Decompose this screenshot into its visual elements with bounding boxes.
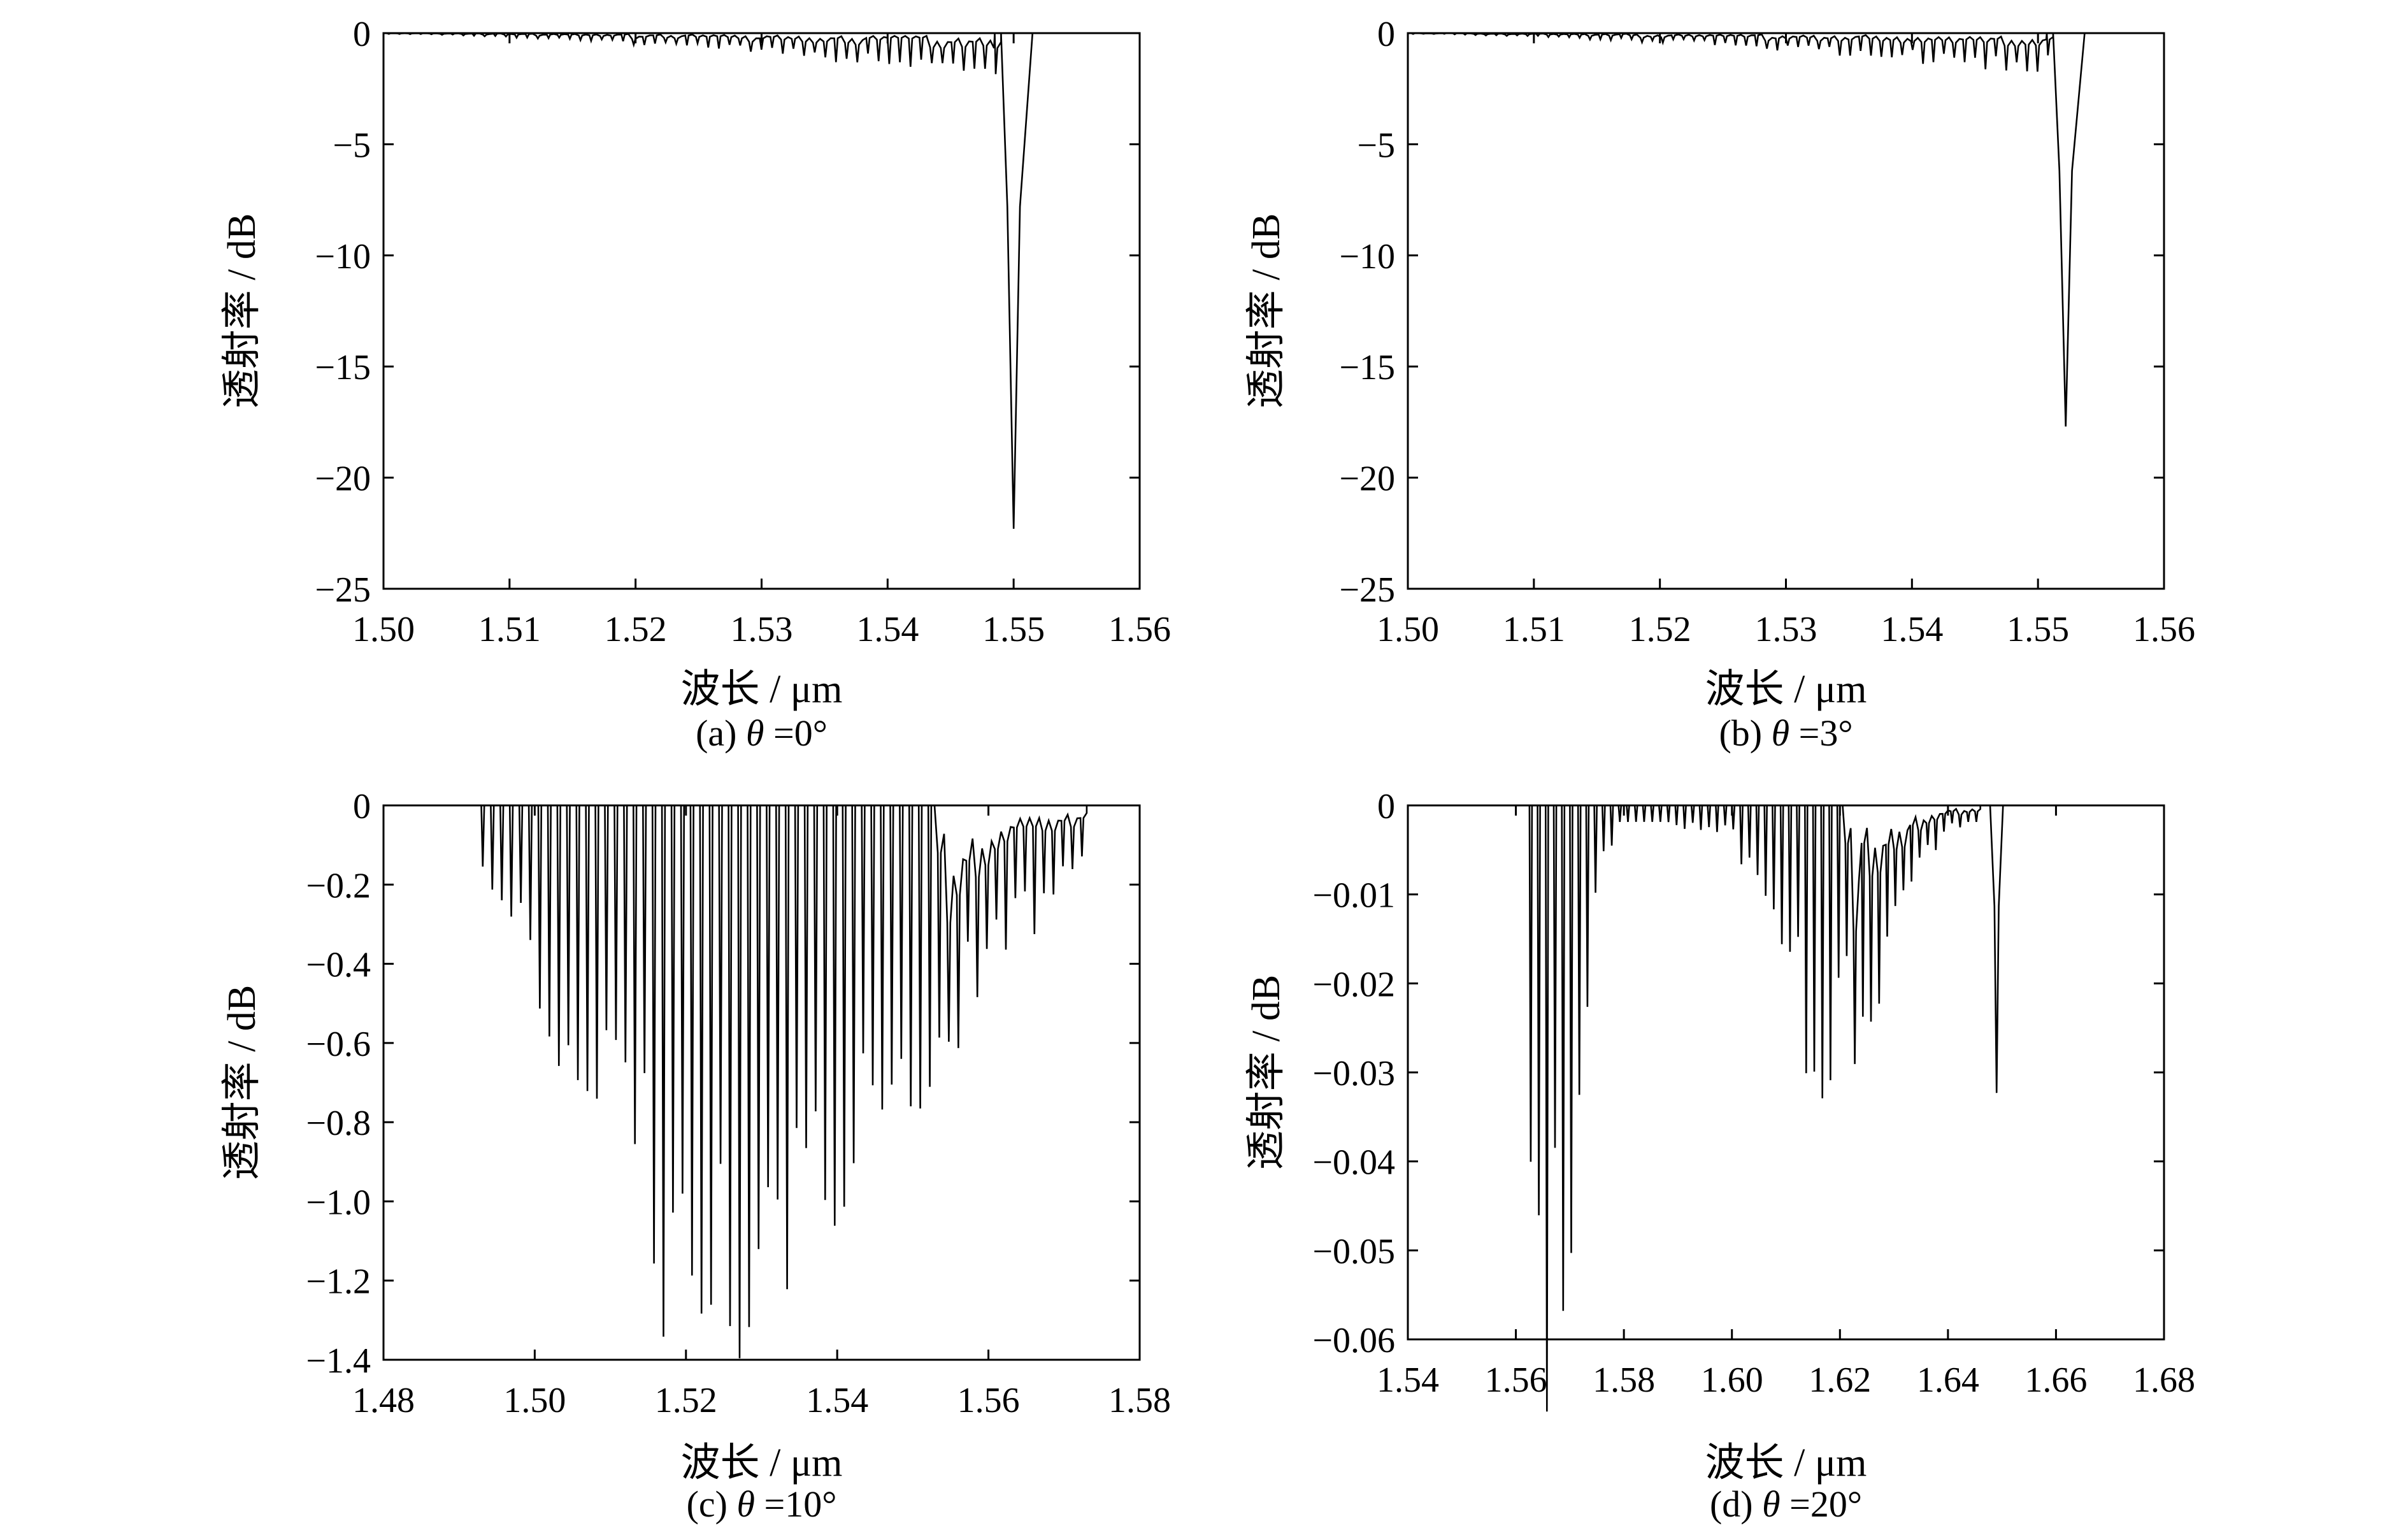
panel-caption: (d) θ =20°: [1710, 1483, 1862, 1525]
y-tick-label: −5: [333, 126, 371, 165]
x-tick-label: 1.53: [731, 610, 793, 649]
caption-suffix: =0°: [764, 712, 827, 754]
x-tick-label: 1.54: [1377, 1360, 1439, 1400]
y-axis-label: 透射率 / dB: [220, 985, 264, 1181]
series-line: [1408, 804, 2164, 1412]
x-tick-label: 1.52: [655, 1381, 717, 1420]
plot-frame: [1407, 804, 2165, 1341]
x-tick-label: 1.56: [957, 1381, 1020, 1420]
x-tick-label: 1.51: [1503, 610, 1565, 649]
y-tick-label: −0.8: [306, 1104, 371, 1143]
caption-suffix: =10°: [755, 1483, 836, 1525]
y-tick-label: −0.05: [1312, 1232, 1395, 1271]
y-tick-label: −15: [1339, 348, 1395, 387]
y-tick-label: 0: [1377, 15, 1395, 54]
plot-frame: [1407, 32, 2165, 590]
y-tick-label: −0.2: [306, 866, 371, 905]
x-tick-label: 1.50: [503, 1381, 566, 1420]
y-tick-label: −5: [1357, 126, 1395, 165]
y-tick-label: −0.04: [1312, 1143, 1395, 1183]
x-tick-label: 1.60: [1701, 1360, 1763, 1400]
x-tick-label: 1.50: [352, 610, 415, 649]
x-tick-label: 1.54: [1881, 610, 1943, 649]
x-axis-label: 波长 / μm: [681, 1441, 843, 1485]
y-tick-label: −20: [315, 459, 371, 499]
x-tick-label: 1.66: [2025, 1360, 2087, 1400]
x-tick-label: 1.55: [982, 610, 1045, 649]
caption-symbol: θ: [746, 712, 764, 754]
series-line: [383, 32, 1140, 529]
caption-symbol: θ: [1772, 712, 1790, 754]
y-tick-label: 0: [353, 787, 371, 826]
y-tick-label: 0: [353, 15, 371, 54]
caption-prefix: (b): [1719, 712, 1771, 754]
x-tick-label: 1.58: [1108, 1381, 1171, 1420]
caption-prefix: (d): [1710, 1483, 1762, 1525]
series-line: [1407, 32, 2164, 427]
x-tick-label: 1.54: [856, 610, 919, 649]
y-axis-label: 透射率 / dB: [1245, 975, 1288, 1171]
series-line: [383, 804, 1140, 1358]
chart-panel-3: 1.54 1.56 1.58 1.60 1.62 1.64 1.66 1.68 0 −0.01 −0…: [1245, 787, 2195, 1525]
y-axis-label: 透射率 / dB: [220, 213, 264, 409]
panel-caption: (b) θ =3°: [1719, 712, 1853, 754]
panel-caption: (c) θ =10°: [687, 1483, 837, 1525]
y-tick-label: −0.06: [1312, 1321, 1395, 1360]
x-tick-label: 1.68: [2133, 1360, 2195, 1400]
y-tick-label: −0.02: [1312, 965, 1395, 1004]
y-tick-label: −1.4: [306, 1341, 371, 1381]
x-tick-label: 1.58: [1593, 1360, 1655, 1400]
chart-panel-0: 1.50 1.51 1.52 1.53 1.54 1.55 1.56 0 −5 −10 −15 −20…: [220, 15, 1171, 754]
y-tick-label: −0.03: [1312, 1054, 1395, 1093]
x-tick-label: 1.50: [1377, 610, 1439, 649]
x-tick-label: 1.56: [2133, 610, 2195, 649]
chart-panel-1: 1.50 1.51 1.52 1.53 1.54 1.55 1.56 0 −5 −10 −15 −20…: [1245, 15, 2195, 754]
y-tick-label: −15: [315, 348, 371, 387]
y-tick-label: −20: [1339, 459, 1395, 499]
y-tick-label: −1.0: [306, 1183, 371, 1222]
x-tick-label: 1.51: [478, 610, 541, 649]
y-tick-label: −0.6: [306, 1025, 371, 1064]
y-tick-label: −25: [315, 570, 371, 610]
x-tick-label: 1.54: [806, 1381, 868, 1420]
y-tick-label: −0.01: [1312, 876, 1395, 916]
x-tick-label: 1.52: [605, 610, 667, 649]
caption-prefix: (c): [687, 1483, 737, 1525]
x-tick-label: 1.53: [1755, 610, 1817, 649]
y-tick-label: −10: [315, 237, 371, 277]
caption-suffix: =3°: [1789, 712, 1853, 754]
y-tick-label: 0: [1377, 787, 1395, 826]
y-axis-label: 透射率 / dB: [1245, 213, 1288, 409]
caption-symbol: θ: [736, 1483, 755, 1525]
y-tick-label: −0.4: [306, 946, 371, 985]
x-tick-label: 1.52: [1629, 610, 1691, 649]
x-tick-label: 1.56: [1485, 1360, 1547, 1400]
caption-suffix: =20°: [1781, 1483, 1862, 1525]
x-axis-label: 波长 / μm: [1705, 668, 1867, 711]
x-tick-label: 1.48: [352, 1381, 415, 1420]
x-tick-label: 1.55: [2007, 610, 2069, 649]
panel-caption: (a) θ =0°: [696, 712, 828, 754]
x-tick-label: 1.56: [1108, 610, 1171, 649]
x-tick-label: 1.62: [1809, 1360, 1871, 1400]
x-tick-label: 1.64: [1917, 1360, 1979, 1400]
caption-symbol: θ: [1762, 1483, 1781, 1525]
plot-frame: [382, 804, 1141, 1361]
y-tick-label: −25: [1339, 570, 1395, 610]
y-tick-label: −10: [1339, 237, 1395, 277]
x-axis-label: 波长 / μm: [681, 668, 843, 711]
x-axis-label: 波长 / μm: [1705, 1441, 1867, 1485]
y-tick-label: −1.2: [306, 1262, 371, 1302]
chart-panel-2: 1.48 1.50 1.52 1.54 1.56 1.58 0 −0.2 −0.4 −0.6 −0.…: [220, 787, 1171, 1525]
caption-prefix: (a): [696, 712, 746, 754]
